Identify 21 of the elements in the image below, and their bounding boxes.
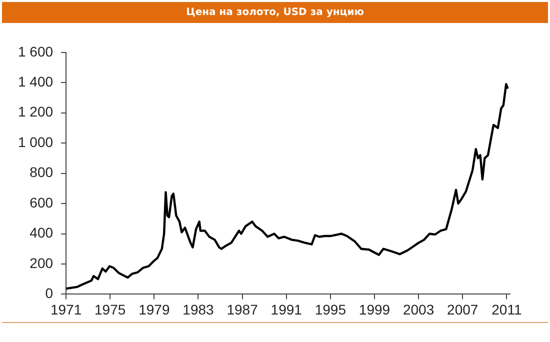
x-tick-label: 1975: [94, 301, 126, 318]
x-tick-label: 2011: [492, 301, 522, 318]
y-tick-label: 200: [30, 254, 54, 271]
x-tick-label: 1971: [50, 301, 82, 318]
y-tick-label: 1 400: [18, 73, 54, 90]
y-tick-label: 600: [30, 194, 54, 210]
x-tick-label: 2003: [402, 301, 434, 318]
x-tick-label: 1999: [358, 301, 390, 318]
x-tick-label: 2007: [447, 301, 478, 318]
y-tick-label: 1 200: [18, 104, 54, 120]
y-tick-label: 0: [45, 285, 54, 302]
x-tick-label: 1991: [270, 301, 302, 318]
y-tick-label: 1 600: [18, 43, 54, 60]
y-tick-label: 400: [30, 224, 54, 241]
x-tick-label: 1995: [314, 301, 346, 318]
x-tick-label: 1987: [226, 301, 258, 318]
y-tick-label: 800: [30, 164, 54, 180]
x-tick-label: 1983: [182, 301, 214, 318]
x-tick-label: 1979: [138, 301, 170, 318]
chart-title: Цена на золото, USD за унцию: [2, 2, 548, 23]
y-tick-label: 1 000: [18, 134, 54, 150]
